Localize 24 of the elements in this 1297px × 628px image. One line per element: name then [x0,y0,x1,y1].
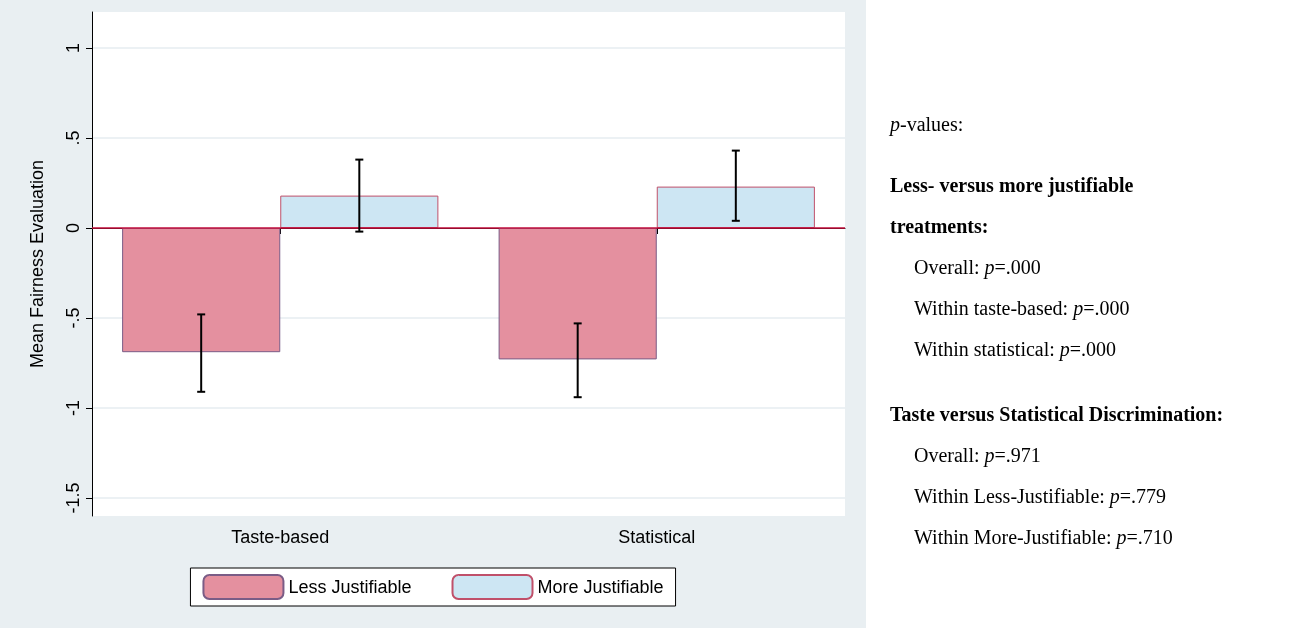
text: Taste versus Statistical Discrimination: [890,402,1225,427]
text: Within taste-based: p=.000 [913,296,1131,322]
y-tick-label: -1 [63,399,83,417]
text: Overall: p=.000 [913,255,1042,281]
bar [280,195,439,228]
bar [656,186,815,228]
y-tick-label: .5 [63,130,83,146]
x-tick-label: Statistical [618,527,696,547]
y-tick-label: -.5 [63,307,83,329]
y-tick-label: 0 [63,222,83,234]
y-axis-title: Mean Fairness Evaluation [27,159,47,369]
text: Within Less-Justifiable: p=.779 [913,484,1168,510]
text: Within More-Justifiable: p=.710 [913,525,1174,551]
bar [122,228,281,353]
y-tick-label: 1 [63,42,83,54]
text: p-values: [890,112,965,138]
text: Overall: p=.971 [913,443,1042,469]
legend-label: Less Justifiable [288,577,412,597]
legend-label: More Justifiable [537,577,664,597]
text: Less- versus more justifiable treatments: [890,173,1135,239]
text: Within statistical: p=.000 [913,337,1118,363]
bar [498,228,657,360]
y-tick-label: -1.5 [63,482,83,514]
x-tick-label: Taste-based [231,527,330,547]
